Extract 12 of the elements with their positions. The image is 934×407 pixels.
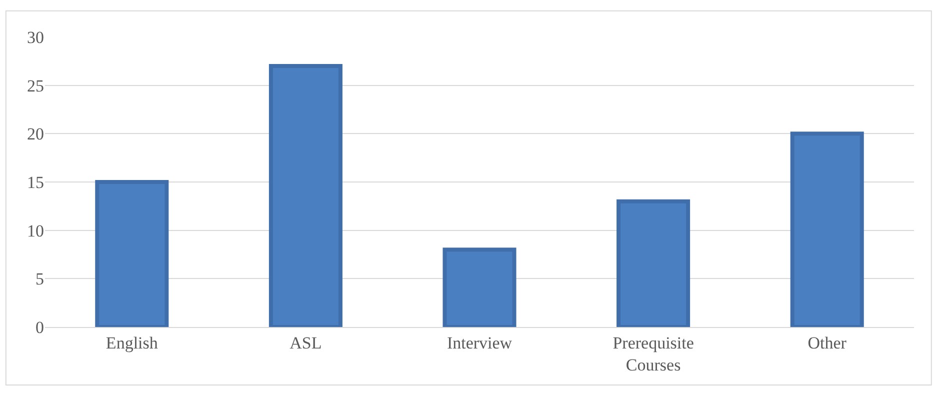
x-tick-label: Other — [808, 333, 847, 352]
y-tick-label: 0 — [36, 318, 44, 337]
y-tick-label: 30 — [27, 28, 44, 47]
x-tick-label: Prerequisite Courses — [612, 333, 694, 374]
x-tick-label: English — [106, 333, 158, 352]
y-tick-label: 25 — [27, 76, 44, 96]
x-tick-label: ASL — [290, 333, 322, 352]
y-tick-label: 15 — [27, 172, 44, 192]
y-tick-label: 10 — [27, 221, 44, 240]
x-tick-label: Interview — [446, 333, 513, 352]
y-tick-label: 5 — [36, 270, 44, 289]
y-tick-label: 20 — [27, 124, 44, 144]
